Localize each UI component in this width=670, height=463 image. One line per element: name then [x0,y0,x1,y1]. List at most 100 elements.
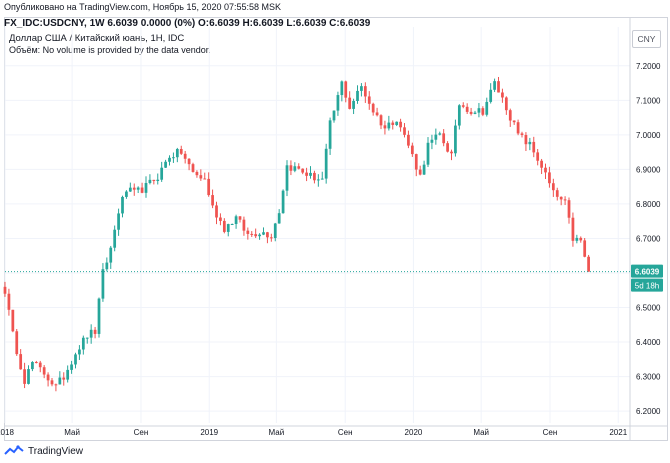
candle-body [211,195,214,206]
candle-body [109,247,113,263]
candle-body [555,190,559,197]
candle-body [336,95,340,111]
candle-body [34,362,38,364]
candle-body [144,183,148,193]
candle-body [156,179,160,181]
candle-body [140,187,144,193]
last-price-marker: 6.6039 5d 18h [5,264,663,292]
candle-body [457,105,461,126]
candle-body [587,256,590,272]
candle-body [93,329,97,334]
candle-body [481,108,485,115]
candle-body [379,115,383,126]
candle-body [164,161,167,168]
candle-body [446,143,449,152]
candle-body [348,97,352,109]
candle-body [469,111,473,114]
candle-body [407,134,410,146]
candle-body [540,160,543,168]
candle-body [316,179,320,181]
candle-body [352,100,355,109]
candle-body [199,175,203,179]
x-tick-label: Май [269,428,285,437]
candle-body [207,178,211,196]
last-price-value: 6.6039 [635,268,660,277]
candle-body [54,384,58,386]
candle-body [113,229,117,248]
y-tick-label: 6.7000 [636,234,661,243]
candle-body [183,153,187,159]
candle-body [320,178,324,180]
y-tick-label: 6.4000 [636,338,661,347]
candle-body [383,125,387,129]
candle-body [367,96,371,104]
x-tick-label: Сен [543,428,558,437]
y-tick-label: 6.2000 [636,407,661,416]
candle-body [78,349,81,355]
candle-body [583,240,587,257]
candle-body [121,196,124,214]
x-tick-label: Сен [338,428,353,437]
candle-body [254,234,258,237]
x-tick-label: 2019 [200,428,218,437]
x-tick-label: Май [64,428,80,437]
candle-body [305,172,308,176]
candle-body [250,233,254,235]
candle-body [187,158,191,165]
candle-body [234,216,238,225]
candle-body [442,133,446,144]
y-tick-label: 6.5000 [636,304,661,313]
candle-body [536,152,540,161]
x-tick-label: Сен [134,428,149,437]
tradingview-brand: TradingView [28,445,84,457]
candle-body [328,120,332,149]
candle-body [532,141,536,153]
candle-body [242,219,246,231]
candle-body [508,110,512,121]
candle-body [27,369,30,384]
candle-body [313,172,316,181]
candle-body [246,230,250,234]
candle-body [70,364,73,370]
candle-body [46,374,50,381]
candle-body [356,90,359,101]
candle-body [544,167,547,173]
published-line: Опубликовано на TradingView.com, Ноябрь … [4,2,282,12]
candle-body [125,191,128,197]
candle-body [15,331,19,355]
candle-body [575,237,579,241]
candle-body [293,166,297,171]
x-tick-label: 2021 [609,428,627,437]
candle-body [31,362,34,370]
candle-body [551,183,555,191]
candle-body [101,269,105,299]
candle-body [504,97,508,111]
tradingview-logo-icon [4,445,24,455]
candle-body [179,148,183,154]
candle-body [160,167,164,180]
candle-body [105,262,109,270]
candle-body [301,168,305,173]
candle-body [172,157,175,159]
candle-body [269,237,273,239]
candle-body [230,224,234,226]
candle-body [501,92,504,98]
candle-body [266,232,269,238]
candle-body [344,81,348,98]
candle-body [454,125,457,154]
candle-body [434,134,438,140]
candle-body [128,187,132,192]
last-price-badge [631,264,663,278]
y-tick-label: 6.8000 [636,200,661,209]
candle-body [238,216,242,220]
candle-body [85,337,89,339]
countdown-label: 5d 18h [635,282,659,291]
candle-body [289,165,293,171]
x-tick-label: 2020 [405,428,423,437]
candle-body [222,220,226,232]
candle-body [395,121,399,125]
currency-button[interactable]: CNY [632,30,661,48]
tradingview-logo[interactable]: TradingView [4,445,83,457]
candle-body [567,200,571,218]
